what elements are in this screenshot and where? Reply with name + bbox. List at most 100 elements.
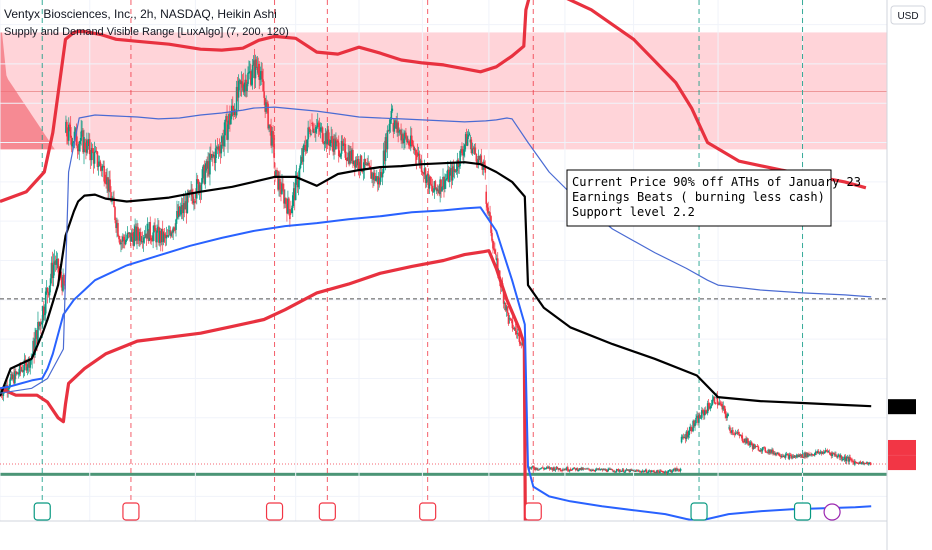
candle-body (47, 292, 50, 296)
candle-body (127, 232, 130, 234)
candle-body (495, 253, 497, 255)
candle-body (95, 150, 98, 152)
candle-body (468, 133, 471, 136)
earnings-marker (265, 502, 284, 521)
candle-body (536, 467, 538, 470)
candle-body (816, 451, 819, 454)
annotation-line-1: Current Price 90% off ATHs of January 23 (572, 175, 861, 189)
candle-body (162, 233, 165, 242)
candle-body (330, 136, 332, 142)
candle-body (318, 127, 321, 132)
candle-body (139, 232, 141, 241)
candle-body (453, 169, 456, 173)
candle-body (599, 469, 602, 471)
chart-title: Ventyx Biosciences, Inc., 2h, NASDAQ, He… (4, 7, 277, 21)
candle-body (554, 469, 557, 471)
candle-body (435, 188, 438, 190)
candle-body (275, 170, 277, 176)
candle-body (755, 445, 758, 447)
candle-body (315, 127, 317, 133)
candle-body (135, 226, 137, 241)
currency-button[interactable]: USD (890, 5, 926, 25)
candle-body (714, 402, 717, 404)
candle-body (14, 371, 16, 384)
candle-body (167, 235, 170, 237)
candle-body (57, 258, 60, 273)
candle-body (593, 470, 596, 472)
candle-body (812, 454, 814, 456)
candle-body (283, 189, 285, 204)
candle-body (264, 97, 266, 112)
candle-body (219, 150, 222, 154)
candle-body (342, 143, 345, 146)
candle-body (154, 225, 156, 232)
candle-body (16, 372, 19, 375)
candle-body (404, 132, 406, 139)
candle-body (71, 142, 74, 147)
candle-body (437, 189, 440, 192)
candle-body (234, 111, 237, 116)
candle-body (666, 472, 669, 474)
candle-body (203, 165, 206, 184)
candle-body (682, 436, 685, 438)
candle-body (463, 144, 466, 150)
candle-body (381, 172, 384, 178)
candle-body (687, 435, 690, 438)
candle-body (469, 139, 472, 143)
candle-body (620, 470, 623, 472)
candle-body (708, 406, 711, 409)
candle-body (142, 237, 145, 243)
candle-body (745, 438, 747, 444)
candle-body (471, 148, 474, 154)
candle-body (809, 454, 811, 456)
candle-body (761, 447, 764, 452)
candle-body (352, 149, 354, 165)
candle-body (781, 455, 784, 457)
candle-body (297, 180, 300, 188)
candle-body (702, 410, 705, 416)
candle-body (572, 467, 575, 469)
candle-body (552, 467, 555, 471)
candle-body (455, 170, 458, 172)
candle-body (314, 131, 316, 133)
candle-body (281, 183, 283, 194)
candle-body (747, 438, 749, 443)
earnings-marker (122, 502, 140, 521)
candle-body (392, 122, 395, 132)
candle-body (61, 280, 63, 291)
candle-body (663, 472, 665, 474)
candle-body (302, 145, 305, 162)
candle-body (704, 410, 707, 412)
candle-body (37, 322, 39, 345)
candle-body (229, 114, 231, 125)
candle-body (677, 469, 680, 471)
currency-label: USD (897, 11, 918, 22)
candle-body (386, 130, 389, 150)
candle-body (463, 149, 465, 156)
candle-body (582, 468, 584, 470)
indicator-label[interactable]: Supply and Demand Visible Range [LuxAlgo… (4, 26, 289, 38)
candle-body (563, 469, 565, 471)
candle-body (462, 153, 464, 156)
candle-body (223, 135, 225, 147)
candle-body (861, 462, 864, 464)
candle-body (413, 149, 416, 151)
candle-body (822, 451, 825, 454)
candle-body (384, 137, 387, 162)
candle-body (588, 468, 590, 470)
earnings-icon (318, 502, 336, 521)
candle-body (81, 130, 83, 132)
candle-body (442, 176, 444, 188)
candle-body (333, 138, 335, 152)
candle-body (514, 327, 517, 331)
candle-body (233, 111, 236, 115)
candle-body (253, 60, 256, 79)
candle-body (52, 264, 55, 279)
candle-body (614, 471, 616, 473)
candle-body (315, 126, 318, 128)
candle-body (642, 470, 645, 473)
candle-body (197, 180, 200, 194)
candle-body (131, 232, 134, 237)
candle-body (733, 433, 736, 435)
